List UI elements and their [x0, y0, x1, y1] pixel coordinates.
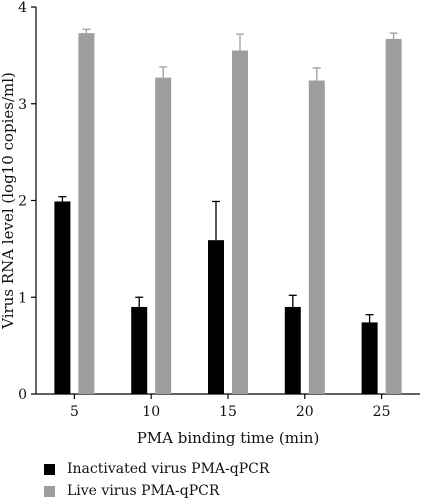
bar-live: [308, 80, 325, 394]
axes-layer: [31, 6, 420, 399]
y-tick-label: 0: [18, 387, 27, 403]
y-axis-label: Virus RNA level (log10 copies/ml): [0, 72, 17, 330]
bar-inactivated: [208, 240, 224, 394]
x-tick-label: 5: [70, 404, 79, 420]
legend-label-inactivated: Inactivated virus PMA-qPCR: [67, 461, 270, 477]
y-tick-label: 2: [18, 194, 27, 210]
legend-swatch-inactivated: [44, 463, 55, 475]
bar-live: [385, 38, 402, 395]
legend: Inactivated virus PMA-qPCR Live virus PM…: [44, 458, 269, 502]
legend-swatch-live: [44, 485, 55, 497]
error-bars-layer: [58, 28, 398, 323]
bar-live: [155, 77, 172, 394]
x-tick-label: 15: [219, 404, 237, 420]
legend-item-inactivated: Inactivated virus PMA-qPCR: [44, 458, 269, 480]
bar-inactivated: [131, 306, 148, 394]
x-tick-label: 10: [142, 404, 160, 420]
y-tick-label: 3: [18, 97, 27, 113]
x-axis-label: PMA binding time (min): [137, 429, 320, 447]
bar-inactivated: [361, 322, 378, 394]
legend-item-live: Live virus PMA-qPCR: [44, 480, 269, 502]
bar-inactivated: [54, 201, 71, 394]
bar-inactivated: [284, 306, 301, 394]
bar-live: [78, 33, 95, 395]
bars-layer: [54, 33, 402, 395]
bar-live: [232, 50, 248, 394]
tick-labels-layer: 0 1 2 3 4 5 10 15 20 25: [18, 0, 390, 420]
x-tick-label: 20: [296, 404, 314, 420]
legend-label-live: Live virus PMA-qPCR: [67, 483, 220, 499]
x-tick-label: 25: [373, 404, 391, 420]
y-tick-label: 1: [18, 290, 27, 306]
y-tick-label: 4: [18, 0, 27, 16]
